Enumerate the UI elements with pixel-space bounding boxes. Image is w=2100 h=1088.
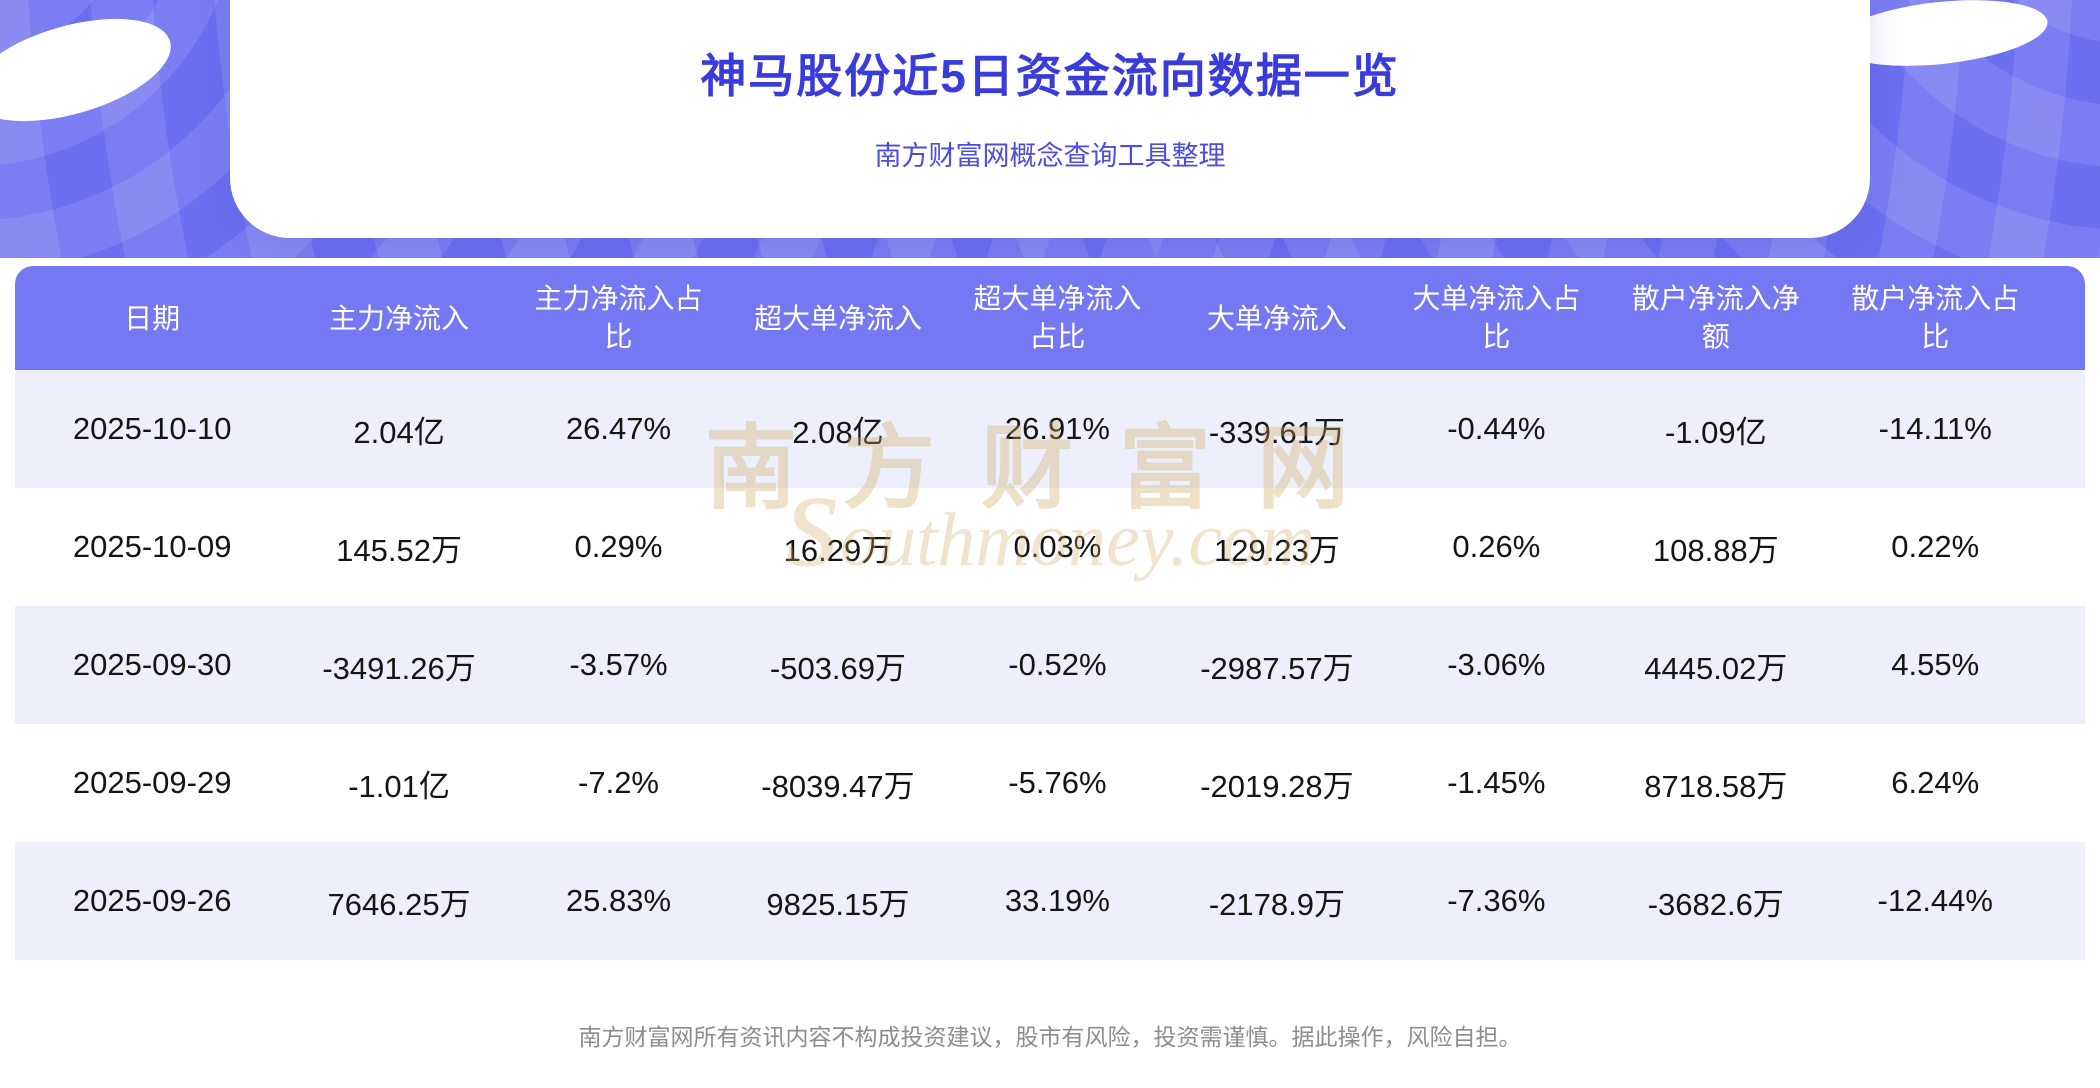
cell-value: 0.22%: [1891, 529, 1980, 564]
column-header-main-inflow-ratio: 主力净流入占比: [509, 280, 728, 356]
column-header-retail-inflow-ratio: 散户净流入占比: [1826, 280, 2045, 356]
column-header-xl-order-inflow: 超大单净流入: [728, 298, 947, 338]
cell-value: 26.91%: [1004, 411, 1110, 446]
cell-value: -0.44%: [1447, 411, 1546, 446]
column-header-label: 主力净流入占比: [534, 283, 703, 352]
cell-value: 33.19%: [1004, 883, 1110, 918]
page-subtitle: 南方财富网概念查询工具整理: [874, 141, 1226, 171]
column-header-date: 日期: [15, 298, 289, 338]
cell-value: 25.83%: [565, 883, 672, 918]
column-header-large-order-inflow-ratio: 大单净流入占比: [1387, 280, 1606, 356]
cell-value: 108.88万: [1652, 532, 1779, 568]
cell-value: -0.52%: [1008, 647, 1107, 682]
cell-value: 145.52万: [336, 532, 462, 568]
table-row: 2025-09-26 7646.25万 25.83% 9825.15万 33.1…: [15, 842, 2085, 960]
cell-value: 16.29万: [783, 532, 893, 568]
cell-value: 2.08亿: [792, 414, 884, 450]
cell-value: -7.36%: [1447, 883, 1546, 918]
table-row: 2025-10-09 145.52万 0.29% 16.29万 0.03% 12…: [15, 488, 2085, 606]
cell-value: -1.01亿: [348, 768, 450, 804]
cell-value: -339.61万: [1208, 414, 1345, 450]
cell-value: -2019.28万: [1200, 768, 1354, 804]
column-header-label: 日期: [124, 302, 181, 334]
cell-value: 8718.58万: [1644, 768, 1788, 804]
cell-value: -3.57%: [569, 647, 668, 682]
cell-value: 129.23万: [1213, 532, 1340, 568]
column-header-main-inflow: 主力净流入: [289, 298, 508, 338]
cell-value: -3.06%: [1447, 647, 1546, 682]
cell-value: -1.45%: [1447, 765, 1546, 800]
column-header-label: 超大单净流入: [753, 302, 922, 334]
cell-value: -2178.9万: [1208, 886, 1345, 922]
cell-value: 4445.02万: [1644, 650, 1788, 686]
cell-value: -8039.47万: [761, 768, 915, 804]
disclaimer-text: 南方财富网所有资讯内容不构成投资建议，股市有风险，投资需谨慎。据此操作，风险自担…: [578, 1024, 1522, 1050]
cell-value: -12.44%: [1877, 883, 1993, 918]
cell-date: 2025-10-09: [72, 529, 232, 564]
column-header-label: 散户净流入占比: [1851, 283, 2020, 352]
cell-value: -3682.6万: [1647, 886, 1784, 922]
cell-value: -3491.26万: [322, 650, 476, 686]
cell-value: 0.29%: [574, 529, 663, 564]
column-header-label: 超大单净流入占比: [973, 283, 1142, 352]
cell-value: -5.76%: [1008, 765, 1107, 800]
cell-value: 9825.15万: [766, 886, 910, 922]
column-header-label: 主力净流入: [329, 302, 470, 334]
cell-value: 7646.25万: [327, 886, 471, 922]
table-row: 2025-10-10 2.04亿 26.47% 2.08亿 26.91% -33…: [15, 370, 2085, 488]
cell-value: 0.03%: [1013, 529, 1102, 564]
cell-value: 0.26%: [1452, 529, 1541, 564]
cell-value: 4.55%: [1891, 647, 1980, 682]
column-header-label: 大单净流入: [1206, 302, 1347, 334]
cell-value: -2987.57万: [1200, 650, 1354, 686]
cell-date: 2025-09-30: [72, 647, 232, 682]
cell-value: 26.47%: [565, 411, 672, 446]
cell-value: 6.24%: [1891, 765, 1980, 800]
page-title: 神马股份近5日资金流向数据一览: [700, 50, 1400, 102]
cell-date: 2025-09-29: [72, 765, 232, 800]
column-header-label: 大单净流入占比: [1412, 283, 1581, 352]
cell-date: 2025-09-26: [72, 883, 232, 918]
title-card: 神马股份近5日资金流向数据一览 南方财富网概念查询工具整理: [230, 0, 1870, 238]
column-header-label: 散户净流入净额: [1631, 283, 1800, 352]
fund-flow-table: 南方财富网 southmoney.com 日期 主力净流入 主力净流入占比 超大…: [15, 266, 2085, 960]
column-header-retail-inflow: 散户净流入净额: [1606, 280, 1825, 356]
table-row: 2025-09-29 -1.01亿 -7.2% -8039.47万 -5.76%…: [15, 724, 2085, 842]
column-header-large-order-inflow: 大单净流入: [1167, 298, 1386, 338]
cell-value: -1.09亿: [1664, 414, 1767, 450]
cell-value: -503.69万: [769, 650, 907, 686]
table-header-row: 日期 主力净流入 主力净流入占比 超大单净流入 超大单净流入占比 大单净流入 大…: [15, 266, 2085, 370]
cell-value: -7.2%: [578, 765, 659, 800]
cell-value: -14.11%: [1878, 411, 1992, 446]
cell-value: 2.04亿: [353, 414, 445, 450]
column-header-xl-order-inflow-ratio: 超大单净流入占比: [948, 280, 1167, 356]
banner: 神马股份近5日资金流向数据一览 南方财富网概念查询工具整理: [0, 0, 2100, 258]
table-row: 2025-09-30 -3491.26万 -3.57% -503.69万 -0.…: [15, 606, 2085, 724]
cell-date: 2025-10-10: [72, 411, 232, 446]
